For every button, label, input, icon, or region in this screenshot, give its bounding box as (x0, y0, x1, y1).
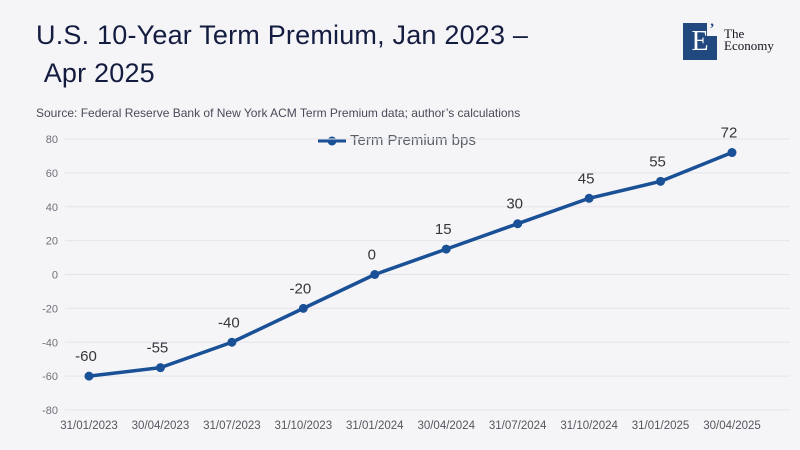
data-label: -60 (75, 348, 97, 365)
data-point-marker[interactable] (441, 244, 451, 254)
y-tick-label: 60 (46, 168, 58, 180)
legend-label: Term Premium bps (350, 132, 476, 149)
logo-wordmark: The Economy (724, 23, 774, 60)
logo-apostrophe-mark: ’ (707, 22, 717, 37)
logo-wordmark-line1: The (724, 26, 745, 41)
chart-legend[interactable]: Term Premium bps (317, 132, 476, 149)
data-point-marker[interactable] (370, 270, 380, 279)
data-point-marker[interactable] (298, 303, 308, 313)
data-label: 55 (649, 153, 666, 170)
logo-monogram-box: E ’ (683, 22, 717, 60)
y-tick-label: -80 (42, 405, 58, 417)
data-label: -55 (147, 340, 169, 357)
data-point-marker[interactable] (727, 148, 737, 158)
data-point-marker[interactable] (584, 193, 594, 203)
y-tick-label: -60 (42, 371, 58, 383)
x-tick-label: 31/01/2024 (346, 420, 404, 432)
y-tick-label: 20 (46, 236, 58, 248)
logo-monogram: E (691, 25, 709, 57)
data-label: -20 (289, 280, 311, 297)
y-tick-label: 0 (52, 270, 58, 282)
x-tick-label: 31/10/2024 (560, 420, 618, 432)
x-tick-label: 30/04/2024 (417, 420, 475, 432)
data-point-marker[interactable] (227, 337, 237, 347)
page-title: U.S. 10-Year Term Premium, Jan 2023 – Ap… (36, 20, 529, 88)
data-label: 72 (721, 125, 738, 142)
data-label: 45 (578, 170, 595, 187)
data-point-marker[interactable] (656, 176, 666, 186)
y-tick-label: 80 (46, 134, 58, 146)
x-tick-label: 31/07/2024 (489, 420, 547, 432)
source-note: Source: Federal Reserve Bank of New York… (36, 106, 521, 120)
x-tick-label: 31/07/2023 (203, 420, 261, 432)
data-label: 0 (368, 247, 376, 264)
data-label: -40 (218, 314, 240, 331)
y-tick-label: -40 (42, 337, 58, 349)
x-tick-label: 31/01/2025 (632, 420, 690, 432)
x-tick-label: 31/10/2023 (275, 420, 333, 432)
x-tick-label: 30/04/2023 (132, 420, 190, 432)
data-label: 30 (506, 196, 523, 213)
data-point-marker[interactable] (513, 219, 523, 229)
data-label: 15 (435, 221, 452, 238)
logo-wordmark-line2: Economy (724, 38, 774, 53)
series-line (87, 150, 734, 378)
y-tick-label: -20 (42, 303, 58, 315)
data-point-marker[interactable] (84, 371, 94, 381)
x-tick-label: 30/04/2025 (703, 420, 761, 432)
legend-marker-icon (318, 136, 346, 145)
x-tick-label: 31/01/2023 (60, 420, 118, 432)
the-economy-logo: E ’ The Economy (683, 22, 774, 60)
y-tick-label: 40 (46, 202, 58, 214)
data-point-marker[interactable] (155, 363, 165, 373)
